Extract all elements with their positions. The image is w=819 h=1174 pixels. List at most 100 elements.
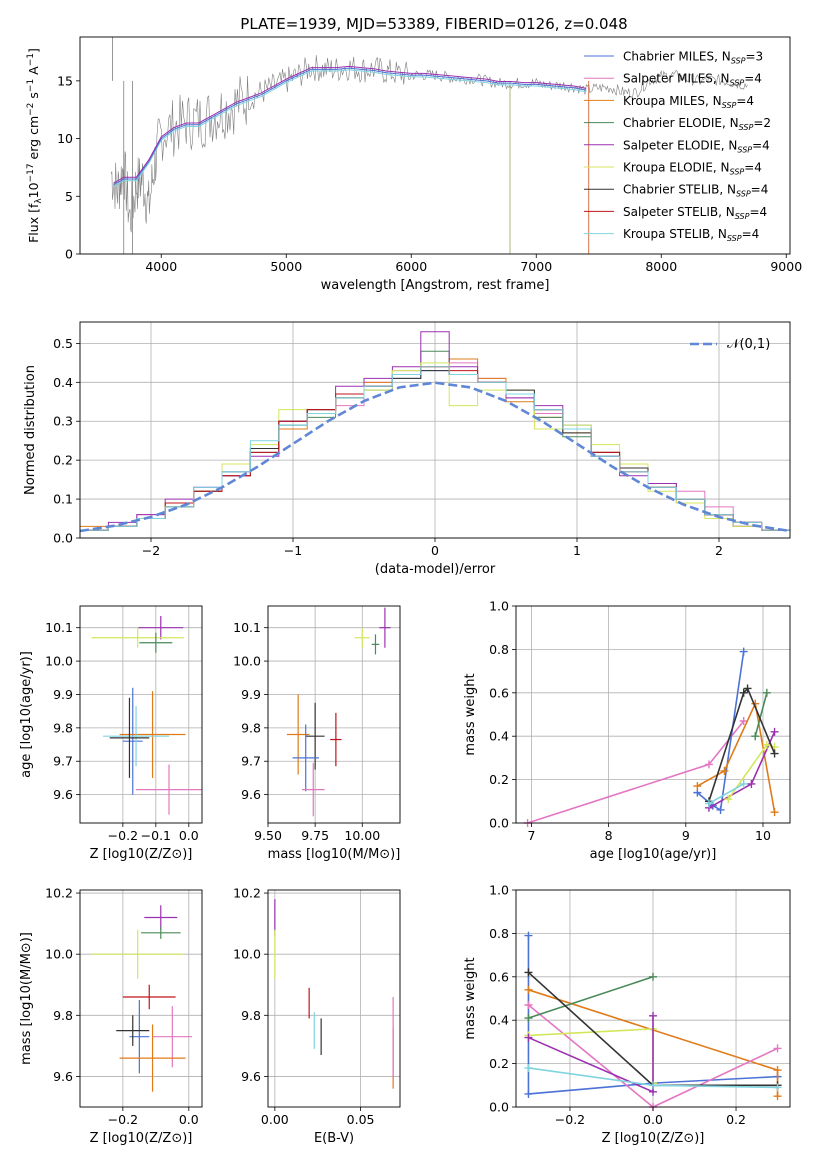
y-tick-label: 0.6 — [489, 685, 509, 700]
axes-frame — [79, 605, 203, 824]
mass-vs-Z-plot — [91, 905, 193, 1092]
x-tick-label: 0 — [431, 543, 439, 558]
y-tick-label: 0.0 — [53, 531, 73, 546]
y-tick-label: 10 — [57, 131, 73, 146]
weight-line — [754, 692, 768, 737]
x-tick-label: −1 — [284, 543, 302, 558]
y-tick-label: 9.8 — [241, 1008, 261, 1023]
weight-marker — [524, 1014, 533, 1023]
mass-vs-EBV-plot — [274, 899, 394, 1089]
axes-frame — [79, 36, 791, 255]
x-tick-label: 2 — [715, 543, 723, 558]
weight-marker — [770, 808, 779, 817]
x-tick-label: 0.0 — [643, 1112, 663, 1127]
y-tick-label: 9.8 — [53, 720, 73, 735]
weight-marker — [693, 782, 702, 791]
x-tick-label: 4000 — [145, 259, 177, 274]
x-tick-label: 5000 — [270, 259, 302, 274]
weight-marker — [716, 805, 725, 814]
age-vs-Z-grid — [80, 606, 202, 823]
y-tick-label: 0.0 — [489, 816, 509, 831]
mass-vs-Z-axes: −0.2 0.0 9.6 9.8 10.0 10.2 Z [log10(Z/Z⊙)] mass… — [19, 886, 203, 1146]
y-tick-label: 10.0 — [45, 654, 73, 669]
legend-label: Chabrier MILES, NSSP=3 — [623, 50, 763, 66]
x-axis-label: (data-model)/error — [375, 562, 496, 577]
y-tick-label: 1.0 — [489, 883, 509, 898]
mass-vs-EBV-grid — [268, 890, 400, 1107]
x-tick-label: 8000 — [645, 259, 677, 274]
x-axis-label: E(B-V) — [314, 1131, 354, 1146]
x-axis-label: wavelength [Angstrom, rest frame] — [321, 278, 550, 293]
weight-marker — [739, 688, 748, 697]
spectrum-axes: 4000 5000 6000 7000 8000 9000 0 5 10 15 wavelength… — [26, 36, 802, 293]
legend-label: Chabrier STELIB, NSSP=4 — [623, 183, 768, 199]
mass-vs-Z-grid — [80, 890, 202, 1107]
x-tick-label: 0.0 — [179, 1112, 199, 1127]
weight-marker — [773, 1044, 782, 1053]
y-tick-label: 15 — [57, 73, 73, 88]
legend-label: Salpeter ELODIE, NSSP=4 — [623, 138, 770, 154]
weight-marker — [524, 1063, 533, 1072]
y-tick-label: 0.2 — [489, 1056, 509, 1071]
legend-label: Kroupa MILES, NSSP=4 — [623, 94, 754, 110]
x-tick-label: 0.2 — [726, 1112, 746, 1127]
weight-marker — [773, 1092, 782, 1101]
residual-plot — [79, 331, 791, 533]
y-tick-label: 9.7 — [53, 754, 73, 769]
weight-marker — [770, 749, 779, 758]
y-tick-label: 10.0 — [233, 947, 261, 962]
y-tick-label: 0.4 — [489, 729, 509, 744]
age-vs-mass-grid — [267, 606, 400, 823]
mass-vs-EBV-panel: 0.00 0.05 9.6 9.8 10.0 10.2 E(B-V) — [233, 886, 401, 1146]
y-axis-label: Flux [fλ10−17 erg cm−2 s−1 A−1] — [26, 48, 44, 243]
y-tick-label: 0.2 — [53, 453, 73, 468]
y-axis-label: mass weight — [463, 673, 478, 755]
y-tick-label: 9.7 — [241, 754, 261, 769]
weight-marker — [739, 717, 748, 726]
weight-marker — [524, 1033, 533, 1042]
x-tick-label: −2 — [142, 543, 160, 558]
y-tick-label: 10.1 — [233, 620, 261, 635]
weight-marker — [524, 1089, 533, 1098]
age-vs-Z-axes: −0.2 −0.1 0.0 9.6 9.7 9.8 9.9 10.0 10.1 Z [log10(… — [19, 605, 203, 862]
mass-vs-Z-panel: −0.2 0.0 9.6 9.8 10.0 10.2 Z [log10(Z/Z⊙)] mass… — [19, 886, 203, 1146]
weight-marker — [524, 931, 533, 940]
legend-label: Salpeter MILES, NSSP=4 — [623, 72, 762, 88]
gaussian-curve — [79, 381, 791, 533]
y-tick-label: 0.2 — [489, 772, 509, 787]
y-tick-label: 10.1 — [45, 620, 73, 635]
mass-weight-vs-Z-panel: −0.2 0.0 0.2 0.0 0.2 0.4 0.6 0.8 1.0 Z [log10(Z/Z… — [463, 883, 791, 1146]
legend-label: Chabrier ELODIE, NSSP=2 — [623, 116, 771, 132]
weight-marker — [773, 1066, 782, 1075]
x-tick-label: 9 — [682, 828, 690, 843]
y-tick-label: 1.0 — [489, 599, 509, 614]
mass-weight-vs-age-axes: 7 8 9 10 0.0 0.2 0.4 0.6 0.8 1.0 age [log10(age/yr… — [463, 599, 791, 862]
y-tick-label: 0.6 — [489, 969, 509, 984]
x-tick-label: 10.00 — [344, 828, 380, 843]
axes-frame — [79, 889, 203, 1108]
axes-frame — [79, 321, 791, 539]
legend-label: Kroupa ELODIE, NSSP=4 — [623, 161, 762, 177]
mass-weight-vs-age-plot — [523, 647, 779, 827]
weight-line — [708, 686, 776, 802]
weight-marker — [762, 740, 771, 749]
y-tick-label: 10.2 — [233, 886, 261, 901]
y-tick-label: 0.8 — [489, 926, 509, 941]
weight-marker — [720, 766, 729, 775]
weight-marker — [524, 1001, 533, 1010]
y-tick-label: 0.4 — [53, 375, 73, 390]
histogram-step — [80, 366, 790, 531]
y-tick-label: 0.8 — [489, 642, 509, 657]
weight-marker — [747, 779, 756, 788]
residual-axes: −2 −1 0 1 2 0.0 0.1 0.2 0.3 0.4 0.5 (data-model)/er… — [23, 321, 791, 577]
x-axis-label: Z [log10(Z/Z⊙)] — [602, 1131, 705, 1146]
legend-label: Kroupa STELIB, NSSP=4 — [623, 227, 759, 243]
y-tick-label: 0.5 — [53, 336, 73, 351]
mass-weight-vs-age-panel: 7 8 9 10 0.0 0.2 0.4 0.6 0.8 1.0 age [log10(age/yr… — [463, 599, 791, 862]
mass-weight-vs-Z-axes: −0.2 0.0 0.2 0.0 0.2 0.4 0.6 0.8 1.0 Z [log10(Z/Z… — [463, 883, 791, 1146]
x-tick-label: 6000 — [395, 259, 427, 274]
x-tick-label: −0.2 — [108, 1112, 138, 1127]
weight-marker — [704, 799, 713, 808]
axes-frame — [515, 605, 791, 824]
weight-line — [696, 700, 776, 813]
